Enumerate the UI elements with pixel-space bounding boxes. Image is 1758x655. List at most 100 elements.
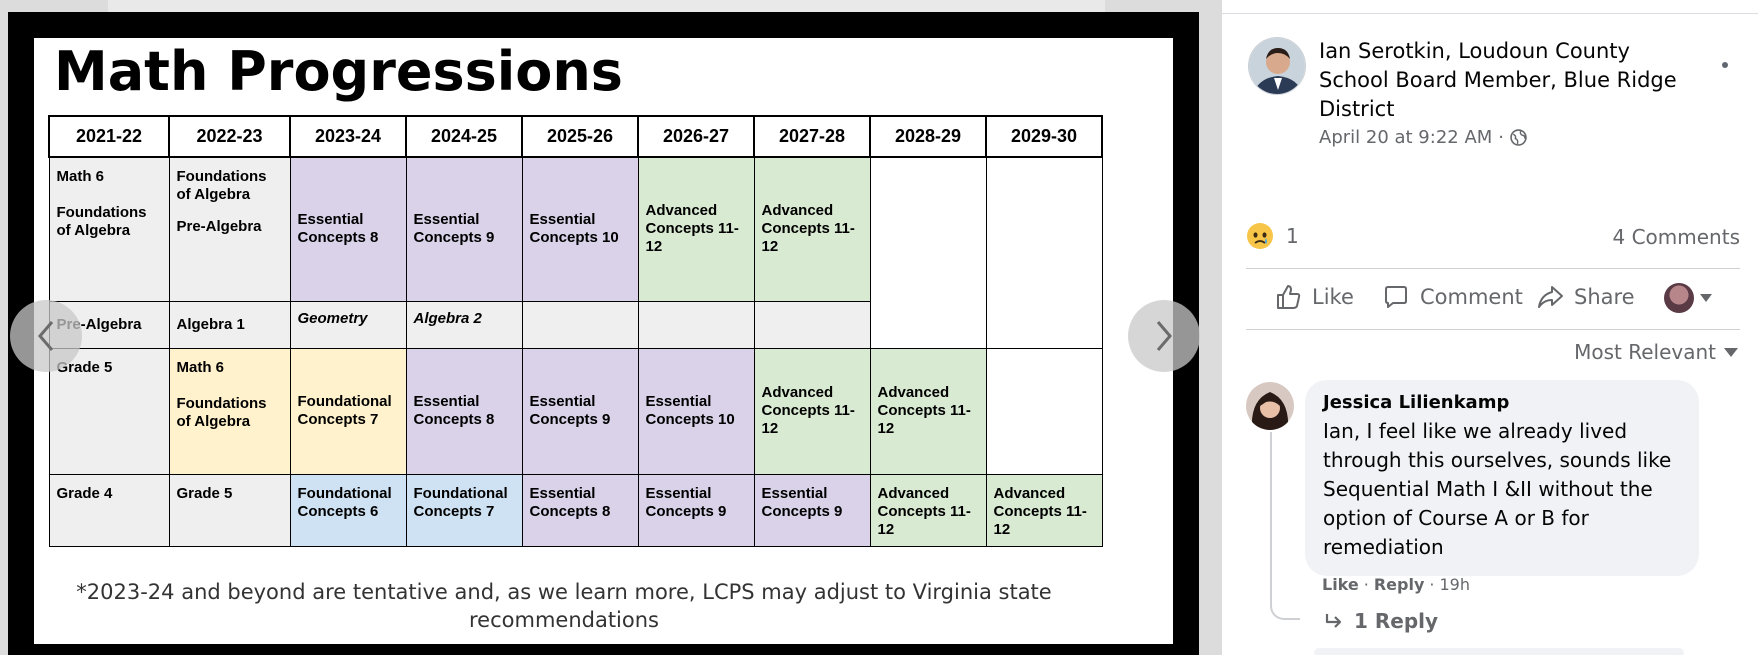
year-header: 2024-25 bbox=[405, 115, 523, 158]
table-row: Grade 5 Math 6 Foundations of Algebra Fo… bbox=[48, 347, 1103, 475]
comment-icon bbox=[1385, 286, 1407, 308]
table-cell: Foundational Concepts 7 bbox=[289, 347, 407, 475]
table-cell-empty bbox=[869, 156, 987, 349]
table-cell: Advanced Concepts 11-12 bbox=[753, 347, 871, 475]
comment-author[interactable]: Jessica Lilienkamp bbox=[1323, 392, 1510, 413]
year-header: 2021-22 bbox=[48, 115, 170, 158]
table-cell: Advanced Concepts 11-12 bbox=[869, 347, 987, 475]
post-meta: April 20 at 9:22 AM · bbox=[1319, 127, 1527, 148]
comment-sort-dropdown[interactable]: Most Relevant bbox=[1574, 340, 1738, 364]
comment-like-link[interactable]: Like bbox=[1322, 575, 1359, 594]
chevron-left-icon bbox=[38, 321, 54, 351]
post-timestamp[interactable]: April 20 at 9:22 AM bbox=[1319, 127, 1493, 148]
photo-viewer: Math Progressions 2021-22 2022-23 2023-2… bbox=[0, 0, 1222, 655]
table-cell-empty bbox=[753, 300, 871, 349]
comment-actions: Like · Reply · 19h bbox=[1322, 575, 1470, 594]
year-header: 2022-23 bbox=[168, 115, 291, 158]
cell-text: Foundations of Algebra bbox=[176, 168, 267, 203]
table-cell: Essential Concepts 9 bbox=[405, 156, 523, 302]
react-as-selector[interactable] bbox=[1664, 283, 1712, 313]
slide-image: Math Progressions 2021-22 2022-23 2023-2… bbox=[34, 38, 1173, 644]
chevron-right-icon bbox=[1156, 321, 1172, 351]
table-cell: Advanced Concepts 11-12 bbox=[869, 473, 987, 547]
cell-text: Math 6 bbox=[176, 358, 225, 376]
reactions-summary[interactable]: 1 bbox=[1246, 222, 1299, 250]
globe-icon bbox=[1510, 129, 1527, 146]
share-icon bbox=[1538, 286, 1563, 308]
replies-label: 1 Reply bbox=[1354, 609, 1439, 633]
table-cell: Advanced Concepts 11-12 bbox=[753, 156, 871, 302]
comment-bubble: Jessica Lilienkamp Ian, I feel like we a… bbox=[1305, 380, 1699, 576]
table-cell: Grade 5 bbox=[48, 347, 170, 475]
like-label: Like bbox=[1312, 285, 1354, 309]
table-cell: Grade 4 bbox=[48, 473, 170, 547]
post-action-bar: Like Comment Share bbox=[1246, 268, 1740, 330]
table-cell: Essential Concepts 9 bbox=[637, 473, 755, 547]
thread-connector bbox=[1270, 432, 1300, 620]
reply-arrow-icon bbox=[1325, 614, 1342, 628]
cell-text: Math 6 bbox=[56, 168, 105, 185]
cell-text: Pre-Algebra bbox=[176, 218, 262, 235]
commenter-avatar[interactable] bbox=[1246, 382, 1294, 430]
table-cell: Essential Concepts 10 bbox=[521, 156, 639, 302]
year-header: 2029-30 bbox=[985, 115, 1103, 158]
cell-text: Foundations of Algebra bbox=[56, 204, 147, 239]
slide-title: Math Progressions bbox=[54, 40, 623, 103]
caret-down-icon bbox=[1700, 294, 1712, 302]
table-row: Grade 4 Grade 5 Foundational Concepts 6 … bbox=[48, 473, 1103, 547]
like-button[interactable]: Like bbox=[1274, 283, 1354, 311]
table-cell: Essential Concepts 10 bbox=[637, 347, 755, 475]
progression-table: 2021-22 2022-23 2023-24 2024-25 2025-26 … bbox=[48, 115, 1103, 547]
year-header: 2023-24 bbox=[289, 115, 407, 158]
table-cell: Geometry bbox=[289, 300, 407, 349]
table-row: Math 6 Foundations of Algebra Foundation… bbox=[48, 156, 1103, 349]
table-cell-empty bbox=[985, 156, 1103, 349]
table-cell: Foundational Concepts 7 bbox=[405, 473, 523, 547]
meta-separator: · bbox=[1498, 127, 1505, 148]
post-panel: Ian Serotkin, Loudoun County School Boar… bbox=[1222, 0, 1758, 655]
year-header: 2025-26 bbox=[521, 115, 639, 158]
year-header: 2027-28 bbox=[753, 115, 871, 158]
sort-label: Most Relevant bbox=[1574, 340, 1716, 364]
photo-frame: Math Progressions 2021-22 2022-23 2023-2… bbox=[8, 12, 1199, 655]
table-cell: Algebra 1 bbox=[168, 300, 291, 349]
panel-divider bbox=[1222, 0, 1758, 14]
table-cell: Essential Concepts 9 bbox=[753, 473, 871, 547]
table-cell: Essential Concepts 8 bbox=[289, 156, 407, 302]
next-photo-button[interactable] bbox=[1128, 300, 1200, 372]
meta-separator: · bbox=[1429, 575, 1435, 594]
view-replies-button[interactable]: 1 Reply bbox=[1324, 609, 1438, 633]
author-avatar[interactable] bbox=[1248, 37, 1306, 95]
comment-count[interactable]: 4 Comments bbox=[1612, 225, 1741, 249]
share-button[interactable]: Share bbox=[1536, 283, 1635, 311]
table-cell: Essential Concepts 9 bbox=[521, 347, 639, 475]
reaction-count: 1 bbox=[1286, 224, 1299, 248]
sad-reaction-icon bbox=[1247, 223, 1273, 249]
share-label: Share bbox=[1574, 285, 1635, 309]
commenter-photo bbox=[1246, 382, 1294, 430]
table-cell: Essential Concepts 8 bbox=[521, 473, 639, 547]
comment-text: Ian, I feel like we already lived throug… bbox=[1323, 419, 1672, 559]
year-header: 2028-29 bbox=[869, 115, 987, 158]
table-cell: Math 6 Foundations of Algebra bbox=[48, 156, 170, 302]
meta-separator: · bbox=[1363, 575, 1369, 594]
slide-footnote: *2023-24 and beyond are tentative and, a… bbox=[76, 580, 1052, 632]
author-photo bbox=[1249, 38, 1305, 94]
comment-button[interactable]: Comment bbox=[1382, 283, 1523, 311]
table-cell: Foundational Concepts 6 bbox=[289, 473, 407, 547]
more-options-button[interactable] bbox=[1705, 50, 1745, 80]
previous-photo-button[interactable] bbox=[10, 300, 82, 372]
table-cell: Advanced Concepts 11-12 bbox=[637, 156, 755, 302]
comment-age[interactable]: 19h bbox=[1439, 575, 1470, 594]
profile-avatar bbox=[1664, 283, 1694, 313]
table-cell-empty bbox=[985, 347, 1103, 475]
year-header: 2026-27 bbox=[637, 115, 755, 158]
thumbs-up-icon bbox=[1277, 285, 1301, 309]
table-cell-empty bbox=[521, 300, 639, 349]
table-cell: Grade 5 bbox=[168, 473, 291, 547]
table-cell: Algebra 2 bbox=[405, 300, 523, 349]
comment-reply-link[interactable]: Reply bbox=[1373, 575, 1425, 594]
next-comment-bubble bbox=[1314, 648, 1684, 655]
table-cell: Advanced Concepts 11-12 bbox=[985, 473, 1103, 547]
post-author[interactable]: Ian Serotkin, Loudoun County School Boar… bbox=[1319, 39, 1677, 121]
